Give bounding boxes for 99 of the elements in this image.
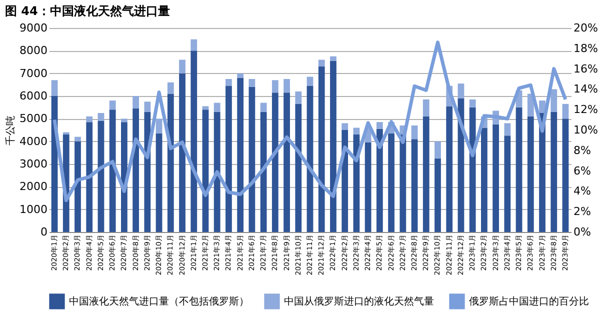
- bar: [388, 133, 394, 232]
- bar: [156, 133, 162, 232]
- y-tick-label: 8000: [20, 44, 48, 58]
- bar: [562, 118, 569, 232]
- bar: [550, 112, 558, 232]
- bar: [446, 106, 453, 232]
- bar: [190, 50, 198, 232]
- bar: [179, 73, 186, 232]
- y-tick-label: 2000: [20, 180, 48, 194]
- bar: [144, 102, 151, 112]
- bar: [62, 132, 70, 135]
- y2-tick-label: 20%: [574, 22, 598, 34]
- bar: [202, 106, 209, 110]
- bar: [74, 136, 81, 142]
- bar: [295, 104, 302, 232]
- bar: [458, 84, 464, 98]
- bar: [527, 116, 534, 232]
- y-tick-label: 0: [40, 226, 48, 238]
- y2-tick-label: 10%: [574, 124, 598, 136]
- bar: [469, 99, 476, 108]
- bar: [214, 102, 220, 112]
- bar: [284, 92, 290, 232]
- bar: [109, 100, 116, 110]
- bar: [179, 60, 186, 74]
- bar: [272, 80, 278, 93]
- bar: [516, 107, 522, 232]
- bar: [237, 73, 244, 78]
- y2-tick-label: 4%: [574, 184, 591, 198]
- line-series: [52, 40, 568, 202]
- chart-title: 图 44：中国液化天然气进口量: [5, 4, 170, 18]
- y2-tick-label: 6%: [574, 164, 591, 178]
- y2-tick-label: 8%: [574, 144, 591, 157]
- bar: [248, 86, 256, 232]
- bar: [330, 56, 336, 61]
- bar: [434, 141, 441, 158]
- bar: [481, 128, 488, 232]
- bar: [132, 96, 139, 108]
- bar: [190, 39, 198, 51]
- y2-tick-label: 0%: [574, 226, 591, 238]
- bar: [156, 118, 162, 134]
- legend-label: 中国液化天然气进口量（不包括俄罗斯）: [69, 295, 249, 308]
- bar: [504, 136, 511, 232]
- bar: [330, 60, 336, 232]
- bar: [74, 141, 81, 232]
- bar: [400, 134, 406, 232]
- bar: [226, 79, 232, 86]
- bar: [167, 94, 174, 232]
- bar: [214, 112, 220, 232]
- y-tick-label: 5000: [20, 112, 48, 126]
- bar: [86, 122, 93, 232]
- bar: [376, 122, 383, 129]
- bar: [306, 76, 314, 86]
- bar: [237, 78, 244, 232]
- bar: [260, 102, 267, 112]
- legend-label: 俄罗斯占中国进口的百分比: [469, 295, 589, 308]
- bar: [86, 116, 93, 122]
- bar: [98, 120, 104, 232]
- y-tick-label: 7000: [20, 66, 48, 80]
- bar: [98, 113, 104, 121]
- bar: [422, 116, 430, 232]
- bar: [353, 128, 360, 135]
- y-tick-label: 4000: [20, 134, 48, 148]
- bar: [434, 158, 441, 232]
- bar: [562, 104, 569, 119]
- y2-tick-label: 14%: [574, 82, 598, 96]
- y-tick-label: 3000: [20, 158, 48, 170]
- bar: [539, 100, 546, 113]
- bar: [342, 123, 348, 130]
- bar: [109, 110, 116, 232]
- bar: [51, 80, 58, 96]
- bar: [132, 108, 139, 232]
- y2-tick-label: 18%: [574, 42, 598, 55]
- y-tick-label: 6000: [20, 90, 48, 102]
- bar: [284, 79, 290, 93]
- y2-tick-label: 12%: [574, 103, 598, 116]
- bar: [226, 86, 232, 232]
- y2-tick-label: 2%: [574, 205, 591, 218]
- bar: [411, 139, 418, 232]
- bar: [504, 123, 511, 136]
- bar: [492, 124, 499, 232]
- legend-label: 中国从俄罗斯进口的液化天然气量: [284, 295, 434, 308]
- y-tick-label: 1000: [20, 202, 48, 216]
- bar: [295, 91, 302, 104]
- bar: [364, 142, 372, 232]
- y2-tick-label: 16%: [574, 62, 598, 76]
- bar: [248, 79, 256, 87]
- bar: [318, 60, 325, 67]
- bar: [550, 89, 558, 112]
- bar: [272, 92, 278, 232]
- bar: [306, 86, 314, 232]
- y-axis-title: 千公吨: [4, 116, 17, 146]
- bar: [121, 118, 128, 122]
- bar: [167, 82, 174, 94]
- y-tick-label: 9000: [20, 22, 48, 34]
- bar: [376, 128, 383, 232]
- bar: [422, 99, 430, 116]
- bar: [411, 125, 418, 140]
- bar: [469, 107, 476, 232]
- bar: [318, 66, 325, 232]
